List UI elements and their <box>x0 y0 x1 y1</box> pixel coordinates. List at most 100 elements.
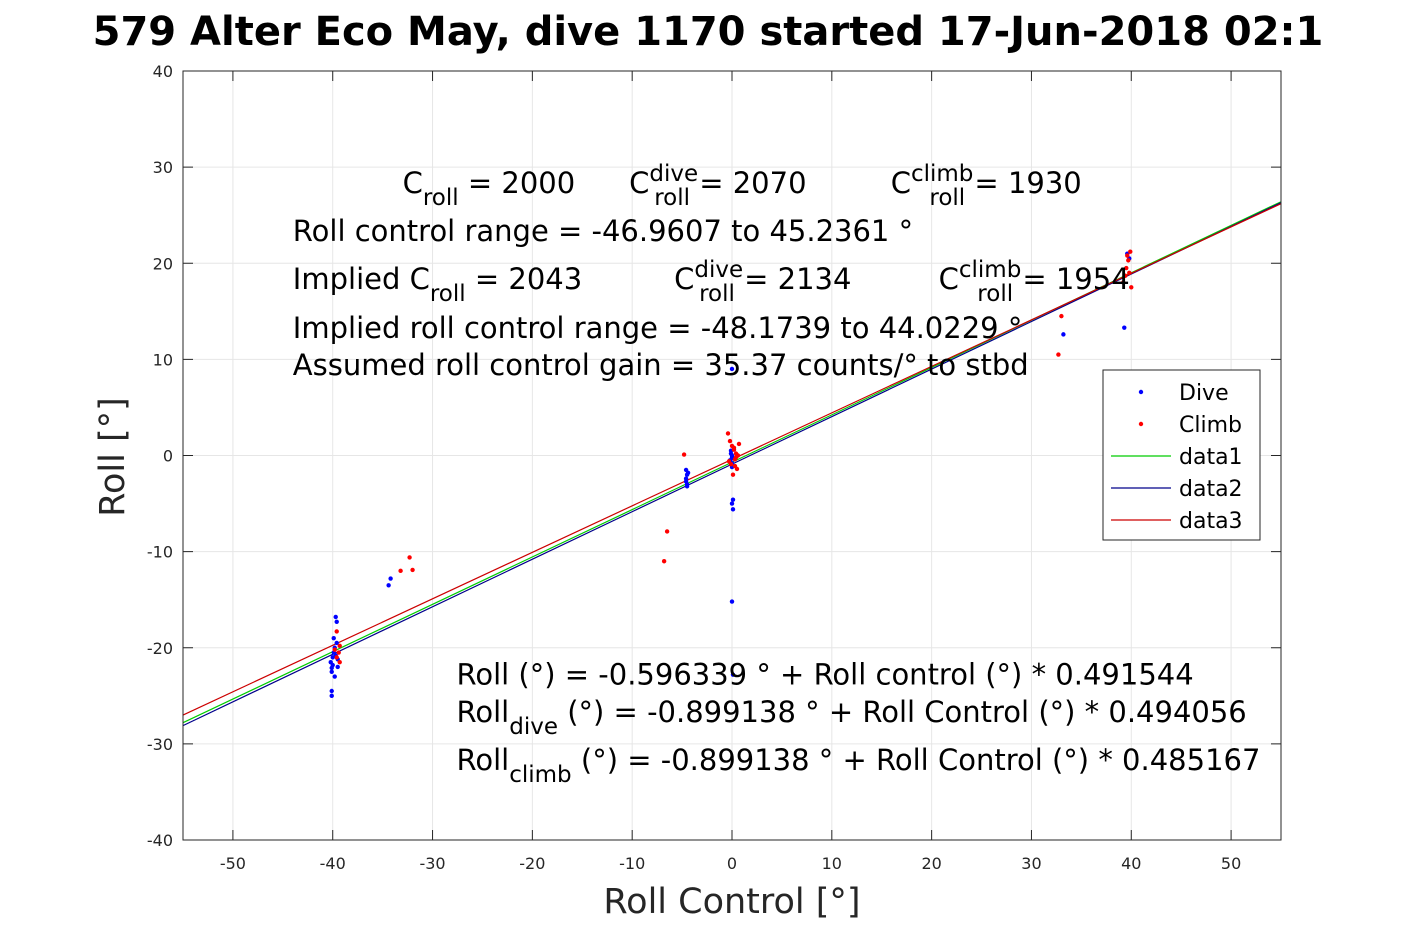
annotations: Croll = 2000 Cdive roll = 2070 Cclimb roll =… <box>293 161 1261 788</box>
climb-point <box>730 472 736 477</box>
climb-point <box>337 659 342 665</box>
annotation-part: C <box>403 166 423 200</box>
climb-point <box>681 452 687 457</box>
y-tick-label: 20 <box>153 254 173 273</box>
annotation-part: roll <box>654 185 690 211</box>
annotation-part: = 1954 <box>1013 262 1130 296</box>
climb-point <box>334 655 339 660</box>
chart-title: 579 Alter Eco May, dive 1170 started 17-… <box>93 9 1324 55</box>
x-tick-label: 10 <box>822 854 842 873</box>
legend-marker-climb <box>1138 421 1144 427</box>
annotation-c-climb: Cclimb roll = 1930 <box>891 161 1082 211</box>
y-tick-label: 10 <box>153 350 173 369</box>
annotation-part: = 2043 <box>466 262 583 296</box>
x-tick-label: -10 <box>619 854 645 873</box>
dive-point <box>729 599 735 604</box>
climb-point <box>1124 265 1129 271</box>
dive-point <box>729 366 735 372</box>
annotation-part: Implied roll control range = -48.1739 to… <box>293 311 1023 345</box>
annotation-fit-climb: Rollclimb (°) = -0.899138 ° + Roll Contr… <box>457 743 1261 788</box>
climb-point <box>736 441 742 447</box>
annotation-part: = 2134 <box>735 262 852 296</box>
dive-point <box>683 479 689 484</box>
climb-point <box>1125 253 1130 258</box>
x-tick-label: -40 <box>320 854 346 873</box>
annotation-part: climb <box>959 257 1021 283</box>
annotation-part: roll <box>423 185 459 211</box>
annotation-fit-all: Roll (°) = -0.596339 ° + Roll control (°… <box>457 657 1194 691</box>
climb-point <box>726 459 732 464</box>
climb-point <box>1126 258 1131 263</box>
legend-label-data1: data1 <box>1179 445 1243 470</box>
dive-point <box>730 672 736 677</box>
annotation-implied-range: Implied roll control range = -48.1739 to… <box>293 311 1023 345</box>
x-axis-label: Roll Control [°] <box>603 882 860 922</box>
climb-point <box>661 559 667 564</box>
climb-point <box>664 529 670 534</box>
climb-point <box>334 629 339 634</box>
annotation-part: = 1930 <box>965 166 1082 200</box>
climb-point <box>1128 249 1133 254</box>
climb-point <box>398 568 403 574</box>
legend-label-dive: Dive <box>1179 381 1229 406</box>
annotation-part: C <box>674 262 694 296</box>
annotation-part: = 2070 <box>690 166 807 200</box>
climb-point <box>332 647 337 652</box>
legend-label-data3: data3 <box>1179 509 1243 534</box>
x-axis-ticks: -50 -40 -30 -20 -10 0 10 20 30 40 50 <box>220 71 1241 873</box>
dive-point <box>332 674 337 679</box>
climb-point <box>731 445 737 451</box>
dive-point <box>330 662 335 668</box>
y-tick-label: -30 <box>147 735 173 754</box>
y-tick-label: -10 <box>147 543 173 562</box>
annotation-range: Roll control range = -46.9607 to 45.2361… <box>293 214 913 248</box>
y-tick-label: 0 <box>163 447 173 466</box>
y-axis-label: Roll [°] <box>93 397 133 517</box>
climb-point <box>407 555 412 560</box>
legend-label-data2: data2 <box>1179 477 1243 502</box>
x-tick-label: -30 <box>419 854 445 873</box>
annotation-part: roll <box>929 185 965 211</box>
annotation-part: dive <box>509 714 558 740</box>
annotation-c-dive: Cdive roll = 2070 <box>629 161 806 211</box>
x-tick-label: -20 <box>519 854 545 873</box>
dive-point <box>334 619 339 624</box>
dive-point <box>1122 325 1127 330</box>
annotation-part: (°) = -0.899138 ° + Roll Control (°) * 0… <box>558 695 1247 729</box>
annotation-gain: Assumed roll control gain = 35.37 counts… <box>293 348 1029 382</box>
y-tick-label: -20 <box>147 639 173 658</box>
legend-marker-dive <box>1138 389 1144 395</box>
climb-point <box>727 438 733 444</box>
climb-point <box>1123 273 1128 278</box>
dive-point <box>388 576 393 581</box>
dive-point <box>335 664 340 670</box>
legend-box <box>1102 369 1261 541</box>
dive-point <box>730 497 736 502</box>
dive-point <box>333 614 338 620</box>
climb-point <box>725 431 731 436</box>
climb-point <box>410 567 415 573</box>
annotation-part: = 2000 <box>459 166 576 200</box>
y-axis-ticks: -40 -30 -20 -10 0 10 20 30 40 <box>147 62 1281 850</box>
climb-point <box>336 650 341 655</box>
annotation-part: dive <box>694 257 743 283</box>
x-tick-label: 0 <box>727 854 737 873</box>
dive-point <box>730 507 736 512</box>
climb-point <box>337 643 342 649</box>
dive-point <box>329 688 334 694</box>
x-tick-label: 50 <box>1221 854 1241 873</box>
dive-point <box>386 583 391 588</box>
dive-point <box>334 640 339 646</box>
annotation-c-roll: Croll = 2000 <box>403 166 576 211</box>
annotation-part: roll <box>977 281 1013 307</box>
dive-point <box>329 693 334 699</box>
climb-point <box>732 463 738 469</box>
climb-point <box>1129 285 1134 290</box>
annotation-implied-c-roll: Implied Croll = 2043 <box>293 262 582 307</box>
annotation-part: C <box>891 166 911 200</box>
y-tick-label: 40 <box>153 62 173 81</box>
climb-point <box>1121 280 1126 285</box>
climb-point <box>733 455 739 460</box>
dive-point <box>329 669 334 674</box>
